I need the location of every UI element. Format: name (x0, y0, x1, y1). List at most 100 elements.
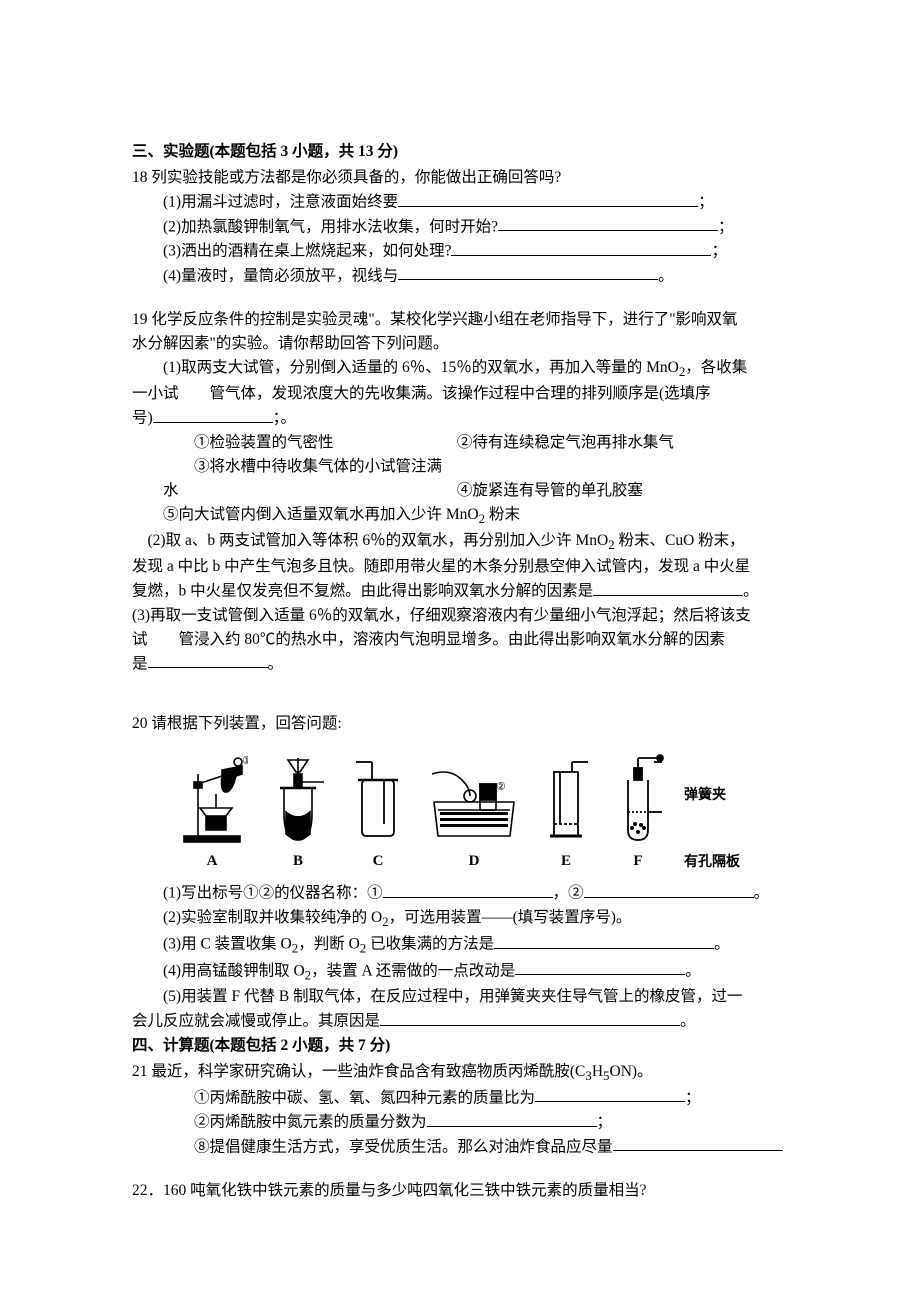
q18-4-text: (4)量液时，量筒必须放平，视线与 (163, 267, 398, 284)
q19-1c: 一小试 管气体，发现浓度大的先收集满。该操作过程中合理的排列顺序是(选填序 (132, 382, 788, 406)
section-4-header: 四、计算题(本题包括 2 小题，共 7 分) (132, 1034, 788, 1058)
q18-4: (4)量液时，量筒必须放平，视线与 。 (132, 264, 788, 289)
q19-3c: 是 (132, 655, 148, 672)
apparatus-a-label: A (207, 850, 218, 873)
q20-4b: ，装置 A 还需做的一点改动是 (311, 962, 515, 979)
apparatus-f: F (610, 754, 666, 873)
q18-4-tail: 。 (658, 267, 674, 284)
q19-3d: 。 (268, 655, 284, 672)
q19-3-line3: 是。 (132, 652, 788, 677)
q19-2-line1: (2)取 a、b 两支试管加入等体积 6％的双氧水，再分别加入少许 MnO2 粉… (132, 529, 788, 555)
q21-1b: ； (685, 1089, 701, 1106)
q20-1c: 。 (754, 885, 770, 902)
q21-1-blank[interactable] (535, 1086, 685, 1103)
q19-1e: ；。 (273, 410, 296, 427)
q19-opt3: ③将水槽中待收集气体的小试管注满水 (163, 455, 453, 503)
q20-3d: 。 (714, 936, 730, 953)
section-3-header: 三、实验题(本题包括 3 小题，共 13 分) (132, 140, 788, 164)
q18-2-tail: ； (718, 218, 734, 235)
q19-opt2: ②待有连续稳定气泡再排水集气 (457, 434, 674, 451)
apparatus-d-svg: ② (426, 754, 522, 846)
apparatus-f-side-labels: 弹簧夹 有孔隔板 (684, 785, 740, 873)
q20-5c: 。 (680, 1013, 696, 1030)
q20-1: (1)写出标号①②的仪器名称：① ，② 。 (132, 881, 788, 906)
q22: 22．160 吨氧化铁中铁元素的质量与多少吨四氧化三铁中铁元素的质量相当? (132, 1179, 788, 1203)
q19-1a: (1)取两支大试管，分别倒入适量的 6％、15％的双氧水，再加入等量的 MnO (163, 359, 679, 376)
q18-3: (3)洒出的酒精在桌上燃烧起来，如何处理? ； (132, 239, 788, 264)
q19-2b: 粉末、CuO 粉末， (615, 532, 745, 549)
q19-2d: 复燃，b 中火星仅发亮但不复燃。由此得出影响双氧水分解的因素是 (132, 583, 593, 600)
exam-page: 三、实验题(本题包括 3 小题，共 13 分) 18 列实验技能或方法都是你必须… (0, 0, 920, 1263)
q20-4-blank[interactable] (515, 959, 685, 976)
svg-text:②: ② (496, 781, 506, 793)
apparatus-figure: ① A B (176, 754, 788, 873)
q19-opt5a: ⑤向大试管内倒入适量双氧水再加入少许 MnO (163, 506, 479, 523)
q20-3b: ，判断 O (298, 936, 360, 953)
q21-3a: ⑧提倡健康生活方式，享受优质生活。那么对油炸食品应尽量 (194, 1138, 613, 1155)
q19-1-blank[interactable] (153, 406, 273, 423)
apparatus-d: ② D (426, 754, 522, 873)
apparatus-f-label: F (633, 850, 642, 873)
q20-5-line1: (5)用装置 F 代替 B 制取气体，在反应过程中，用弹簧夹夹住导气管上的橡皮管… (132, 985, 788, 1009)
q18-2-text: (2)加热氯酸钾制氧气，用排水法收集，何时开始? (163, 218, 498, 235)
q19-3-line2: 试 管浸入约 80℃的热水中，溶液内气泡明显增多。由此得出影响双氧水分解的因素 (132, 628, 788, 652)
q18-1: (1)用漏斗过滤时，注意液面始终要； (132, 190, 788, 215)
q18-1-blank[interactable] (398, 190, 698, 207)
apparatus-b-svg (266, 754, 330, 846)
q20-4: (4)用高锰酸钾制取 O2，装置 A 还需做的一点改动是。 (132, 959, 788, 986)
q20-3c: 已收集满的方法是 (366, 936, 494, 953)
apparatus-c: C (348, 754, 408, 873)
q19-stem-1: 19 化学反应条件的控制是实验灵魂"。某校化学兴趣小组在老师指导下，进行了"影响… (132, 308, 788, 332)
apparatus-e-svg (540, 754, 592, 846)
apparatus-c-label: C (373, 850, 384, 873)
q18-3-tail: ； (711, 243, 727, 260)
q21-3-blank[interactable] (613, 1135, 783, 1152)
q19-2-line2: 发现 a 中比 b 中产生气泡多且快。随即用带火星的木条分别悬空伸入试管内，发现… (132, 555, 788, 579)
apparatus-c-svg (348, 754, 408, 846)
q18-3-text: (3)洒出的酒精在桌上燃烧起来，如何处理? (163, 243, 451, 260)
q21-2a: ②丙烯酰胺中氮元素的质量分数为 (194, 1114, 427, 1131)
q21-2-blank[interactable] (427, 1110, 597, 1127)
q19-opts-row3: ⑤向大试管内倒入适量双氧水再加入少许 MnO2 粉末 (132, 503, 788, 529)
q19-2-blank[interactable] (593, 579, 743, 596)
apparatus-d-label: D (469, 850, 480, 873)
apparatus-b: B (266, 754, 330, 873)
q20-1a: (1)写出标号①②的仪器名称：① (163, 885, 383, 902)
q20-4c: 。 (685, 962, 701, 979)
q20-2: (2)实验室制取并收集较纯净的 O2，可选用装置——(填写装置序号)。 (132, 906, 788, 932)
apparatus-a-svg: ① (176, 754, 248, 846)
q20-stem: 20 请根据下列装置，回答问题: (132, 712, 788, 736)
q18-1-text: (1)用漏斗过滤时，注意液面始终要 (163, 194, 398, 211)
q20-5b: 会儿反应就会减慢或停止。其原因是 (132, 1013, 380, 1030)
q20-1-blank2[interactable] (584, 881, 754, 898)
q20-4a: (4)用高锰酸钾制取 O (163, 962, 305, 979)
side-label-spring-clip: 弹簧夹 (684, 785, 740, 807)
q19-1b: ，各收集 (685, 359, 747, 376)
q18-4-blank[interactable] (398, 264, 658, 281)
q18-2-blank[interactable] (498, 215, 718, 232)
q21-stem: 21 最近，科学家研究确认，一些油炸食品含有致癌物质丙烯酰胺(C3H5ON)。 (132, 1060, 788, 1086)
q21-3: ⑧提倡健康生活方式，享受优质生活。那么对油炸食品应尽量 (132, 1135, 788, 1160)
q19-1d: 号) (132, 410, 153, 427)
q19-opts-row2: ③将水槽中待收集气体的小试管注满水 ④旋紧连有导管的单孔胶塞 (132, 455, 788, 503)
q20-1b: ，② (553, 885, 584, 902)
q19-opt4: ④旋紧连有导管的单孔胶塞 (457, 482, 643, 499)
apparatus-a: ① A (176, 754, 248, 873)
q19-3-line1: (3)再取一支试管倒入适量 6％的双氧水，仔细观察溶液内有少量细小气泡浮起；然后… (132, 604, 788, 628)
apparatus-f-svg (610, 754, 666, 846)
q19-1d-line: 号) ；。 (132, 406, 788, 431)
q20-5-blank[interactable] (380, 1009, 680, 1026)
q19-1: (1)取两支大试管，分别倒入适量的 6％、15％的双氧水，再加入等量的 MnO2… (132, 356, 788, 382)
q19-3-blank[interactable] (148, 652, 268, 669)
q20-3a: (3)用 C 装置收集 O (163, 936, 292, 953)
q18-3-blank[interactable] (451, 239, 711, 256)
q21-1: ①丙烯酰胺中碳、氢、氧、氮四种元素的质量比为 ； (132, 1086, 788, 1111)
q18-stem: 18 列实验技能或方法都是你必须具备的，你能做出正确回答吗? (132, 166, 788, 190)
side-label-perforated-plate: 有孔隔板 (684, 852, 740, 874)
q20-3-blank[interactable] (494, 932, 714, 949)
apparatus-b-label: B (293, 850, 303, 873)
q20-1-blank1[interactable] (383, 881, 553, 898)
q19-2a: (2)取 a、b 两支试管加入等体积 6％的双氧水，再分别加入少许 MnO (132, 532, 608, 549)
q21-1a: ①丙烯酰胺中碳、氢、氧、氮四种元素的质量比为 (194, 1089, 535, 1106)
q18-2: (2)加热氯酸钾制氧气，用排水法收集，何时开始? ； (132, 215, 788, 240)
